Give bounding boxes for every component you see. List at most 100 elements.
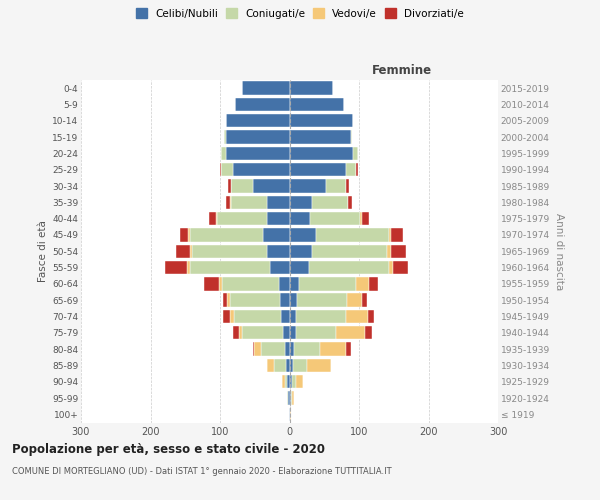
Bar [356,277,369,290]
Bar [387,244,391,258]
Bar [290,261,309,274]
Bar [356,163,358,176]
Bar [235,98,290,111]
Bar [310,212,361,226]
Bar [274,358,286,372]
Bar [312,196,348,209]
Text: Femmine: Femmine [372,64,432,76]
Bar [223,294,227,307]
Bar [223,310,230,323]
Bar [230,196,231,209]
Bar [389,228,391,241]
Bar [221,146,226,160]
Bar [254,342,261,356]
Bar [389,261,393,274]
Bar [267,212,290,226]
Bar [190,244,192,258]
Bar [270,261,290,274]
Bar [290,196,312,209]
Bar [290,180,326,192]
Bar [242,326,283,340]
Bar [320,342,346,356]
Bar [350,130,352,144]
Bar [217,212,267,226]
Bar [290,310,296,323]
Bar [287,392,288,404]
Bar [347,294,362,307]
Bar [179,228,188,241]
Bar [346,163,356,176]
Bar [267,196,290,209]
Bar [290,228,316,241]
Bar [204,277,220,290]
Bar [220,277,222,290]
Bar [281,310,290,323]
Bar [316,228,389,241]
Y-axis label: Fasce di età: Fasce di età [38,220,48,282]
Bar [290,244,312,258]
Bar [290,326,296,340]
Bar [326,180,346,192]
Bar [231,180,253,192]
Bar [391,228,403,241]
Bar [263,228,290,241]
Bar [227,294,230,307]
Bar [362,294,367,307]
Bar [368,310,374,323]
Bar [190,261,270,274]
Bar [221,163,233,176]
Bar [224,130,226,144]
Bar [226,114,290,128]
Bar [290,98,344,111]
Bar [296,375,303,388]
Bar [187,261,190,274]
Bar [233,326,239,340]
Bar [190,228,263,241]
Bar [290,163,346,176]
Bar [290,212,310,226]
Bar [286,358,290,372]
Bar [353,146,358,160]
Bar [290,277,299,290]
Bar [176,244,190,258]
Bar [291,392,292,404]
Legend: Celibi/Nubili, Coniugati/e, Vedovi/e, Divorziati/e: Celibi/Nubili, Coniugati/e, Vedovi/e, Di… [133,5,467,21]
Bar [361,212,362,226]
Bar [290,342,293,356]
Bar [309,261,389,274]
Bar [312,244,387,258]
Bar [393,261,409,274]
Bar [253,180,290,192]
Bar [346,342,350,356]
Bar [209,212,216,226]
Bar [287,375,290,388]
Bar [231,196,267,209]
Bar [292,392,295,404]
Bar [222,277,279,290]
Y-axis label: Anni di nascita: Anni di nascita [554,212,564,290]
Bar [290,375,292,388]
Bar [290,82,332,95]
Bar [242,82,290,95]
Bar [192,244,267,258]
Bar [289,408,290,421]
Bar [290,294,297,307]
Bar [220,163,221,176]
Bar [283,326,290,340]
Bar [282,375,284,388]
Bar [279,277,290,290]
Bar [362,212,369,226]
Bar [290,146,353,160]
Bar [292,375,296,388]
Text: Popolazione per età, sesso e stato civile - 2020: Popolazione per età, sesso e stato civil… [12,442,325,456]
Bar [346,310,368,323]
Bar [307,358,331,372]
Bar [239,326,242,340]
Bar [391,244,406,258]
Bar [296,326,336,340]
Bar [290,408,291,421]
Bar [216,212,217,226]
Bar [280,294,290,307]
Bar [290,358,293,372]
Bar [230,294,280,307]
